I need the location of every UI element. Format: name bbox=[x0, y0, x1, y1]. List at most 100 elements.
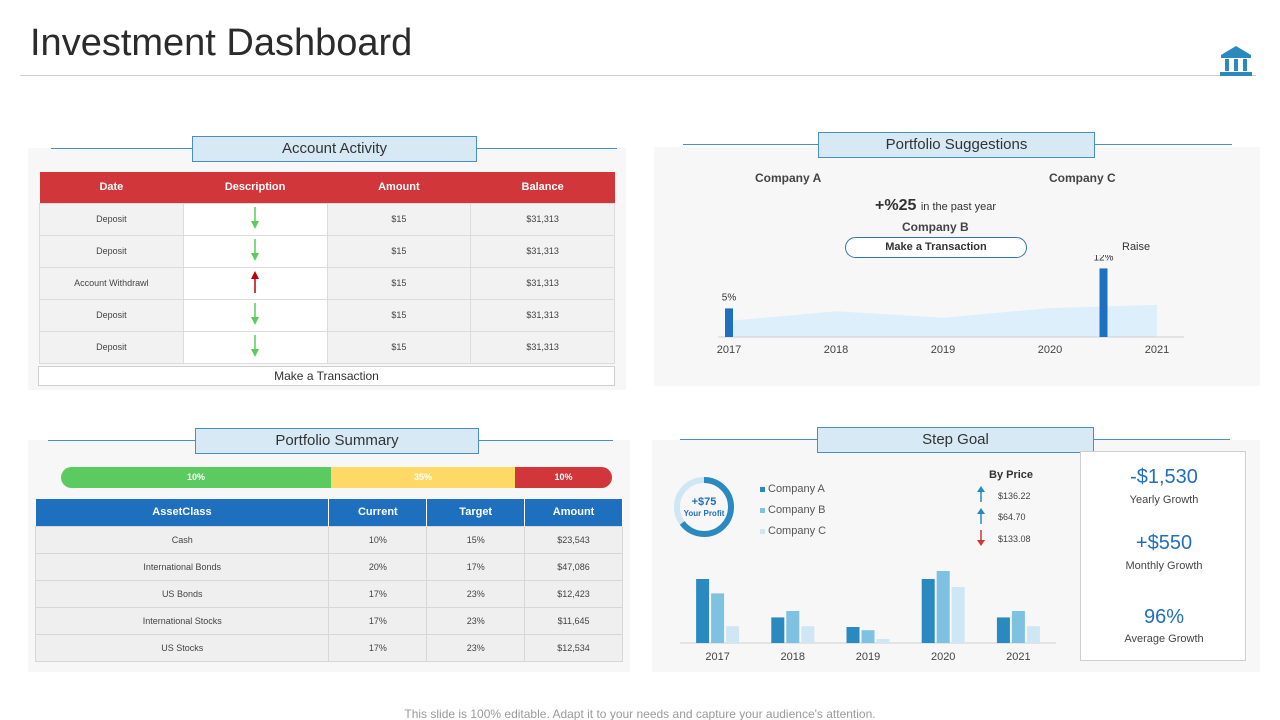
footer-note: This slide is 100% editable. Adapt it to… bbox=[404, 707, 876, 720]
arrow-up-icon bbox=[977, 508, 985, 524]
make-transaction-link[interactable]: Make a Transaction bbox=[38, 366, 615, 386]
col-current: Current bbox=[328, 499, 428, 526]
page-title: Investment Dashboard bbox=[30, 22, 413, 64]
growth-value: +%25 bbox=[875, 197, 917, 214]
bar bbox=[1011, 611, 1025, 643]
col-date: Date bbox=[39, 172, 184, 203]
col-amount: Amount bbox=[524, 499, 623, 526]
cell-date: Deposit bbox=[39, 330, 184, 364]
portfolio-suggestions-chart: 5% 12% 2017 2018 2019 2020 2021 bbox=[717, 255, 1184, 356]
x-tick-label: 2018 bbox=[781, 651, 805, 663]
col-asset-class: AssetClass bbox=[35, 499, 330, 526]
x-tick-label: 2017 bbox=[717, 344, 741, 356]
table-row: Account Withdrawl $15 $31,313 bbox=[39, 266, 615, 300]
company-a-label: Company A bbox=[755, 171, 822, 185]
kpi-card: -$1,530 Yearly Growth +$550 Monthly Grow… bbox=[1080, 451, 1246, 661]
cell-target: 15% bbox=[426, 525, 526, 554]
cell-description bbox=[182, 330, 328, 364]
x-tick-label: 2020 bbox=[931, 651, 955, 663]
cell-asset-class: US Bonds bbox=[34, 579, 330, 608]
cell-amount: $23,543 bbox=[524, 525, 623, 554]
cell-date: Deposit bbox=[39, 202, 184, 236]
cell-amount: $15 bbox=[326, 298, 472, 332]
table-row: Deposit $15 $31,313 bbox=[39, 202, 615, 236]
cell-amount: $15 bbox=[326, 266, 472, 300]
cell-balance: $31,313 bbox=[470, 298, 615, 332]
arrow-down-icon bbox=[251, 239, 260, 261]
bar bbox=[786, 611, 800, 643]
x-tick-label: 2020 bbox=[1038, 344, 1062, 356]
table-row: US Bonds 17% 23% $12,423 bbox=[34, 579, 623, 608]
step-goal-header: Step Goal bbox=[817, 427, 1094, 453]
data-label: 12% bbox=[1093, 255, 1113, 263]
cell-target: 23% bbox=[426, 579, 526, 608]
cell-asset-class: US Stocks bbox=[34, 633, 330, 662]
arrow-down-icon bbox=[251, 335, 260, 357]
col-description: Description bbox=[183, 172, 328, 203]
profit-label: Your Profit bbox=[684, 509, 725, 518]
bar bbox=[696, 579, 710, 643]
growth-note: in the past year bbox=[920, 201, 997, 213]
legend-label: Company A bbox=[768, 483, 825, 495]
portfolio-summary-header: Portfolio Summary bbox=[195, 428, 479, 454]
legend-company-c: Company C bbox=[760, 525, 826, 537]
bar bbox=[1026, 626, 1040, 643]
legend-label: Company B bbox=[768, 504, 826, 516]
arrow-down-icon bbox=[251, 207, 260, 229]
yearly-growth-value: -$1,530 bbox=[1130, 466, 1198, 488]
cell-date: Account Withdrawl bbox=[39, 266, 184, 300]
portfolio-suggestions-panel bbox=[654, 147, 1260, 386]
col-balance: Balance bbox=[470, 172, 615, 203]
account-activity-header: Account Activity bbox=[192, 136, 477, 162]
cell-target: 17% bbox=[426, 552, 526, 581]
average-growth-label: Average Growth bbox=[1124, 633, 1204, 645]
yearly-growth-label: Yearly Growth bbox=[1129, 494, 1199, 506]
table-row: Cash 10% 15% $23,543 bbox=[34, 525, 623, 554]
bar bbox=[771, 617, 785, 643]
allocation-segment: 10% bbox=[515, 467, 612, 488]
make-transaction-button[interactable]: Make a Transaction bbox=[845, 237, 1027, 258]
portfolio-suggestions-header: Portfolio Suggestions bbox=[818, 132, 1095, 158]
legend-company-b: Company B bbox=[760, 504, 825, 516]
raise-label: Raise bbox=[1122, 241, 1151, 253]
x-tick-label: 2018 bbox=[824, 344, 848, 356]
cell-balance: $31,313 bbox=[470, 202, 615, 236]
profit-value: +$75 bbox=[692, 496, 717, 508]
cell-asset-class: International Bonds bbox=[34, 552, 330, 581]
table-row: Deposit $15 $31,313 bbox=[39, 298, 615, 332]
growth-percentage: +%25 in the past year bbox=[875, 197, 996, 215]
table-row: International Stocks 17% 23% $11,645 bbox=[34, 606, 623, 635]
x-tick-label: 2019 bbox=[856, 651, 880, 663]
cell-asset-class: Cash bbox=[34, 525, 330, 554]
table-row: Deposit $15 $31,313 bbox=[39, 330, 615, 364]
bar bbox=[711, 593, 725, 643]
cell-amount: $15 bbox=[326, 330, 472, 364]
cell-current: 10% bbox=[328, 525, 428, 554]
table-row: US Stocks 17% 23% $12,534 bbox=[34, 633, 623, 662]
account-activity-table: Date Description Amount Balance Deposit $… bbox=[39, 172, 615, 364]
cell-balance: $31,313 bbox=[470, 234, 615, 268]
allocation-segment: 10% bbox=[61, 467, 331, 488]
price-arrows bbox=[977, 486, 985, 546]
cell-description bbox=[182, 234, 328, 268]
x-tick-label: 2019 bbox=[931, 344, 955, 356]
company-c-label: Company C bbox=[1049, 171, 1116, 185]
bar bbox=[861, 630, 875, 643]
by-price-label: By Price bbox=[989, 469, 1034, 481]
arrow-down-icon bbox=[977, 530, 985, 546]
allocation-segment: 35% bbox=[330, 467, 516, 488]
cell-current: 17% bbox=[328, 633, 428, 662]
cell-target: 23% bbox=[426, 606, 526, 635]
company-b-label: Company B bbox=[902, 220, 969, 234]
cell-amount: $11,645 bbox=[524, 606, 623, 635]
cell-balance: $31,313 bbox=[470, 330, 615, 364]
average-growth-value: 96% bbox=[1143, 606, 1185, 628]
legend-swatch bbox=[760, 507, 765, 513]
bar bbox=[951, 587, 965, 643]
x-tick-label: 2021 bbox=[1006, 651, 1030, 663]
arrow-up-icon bbox=[251, 271, 260, 293]
profit-donut: +$75 Your Profit bbox=[674, 477, 734, 537]
data-label: 5% bbox=[722, 292, 737, 303]
arrow-up-icon bbox=[977, 486, 985, 502]
